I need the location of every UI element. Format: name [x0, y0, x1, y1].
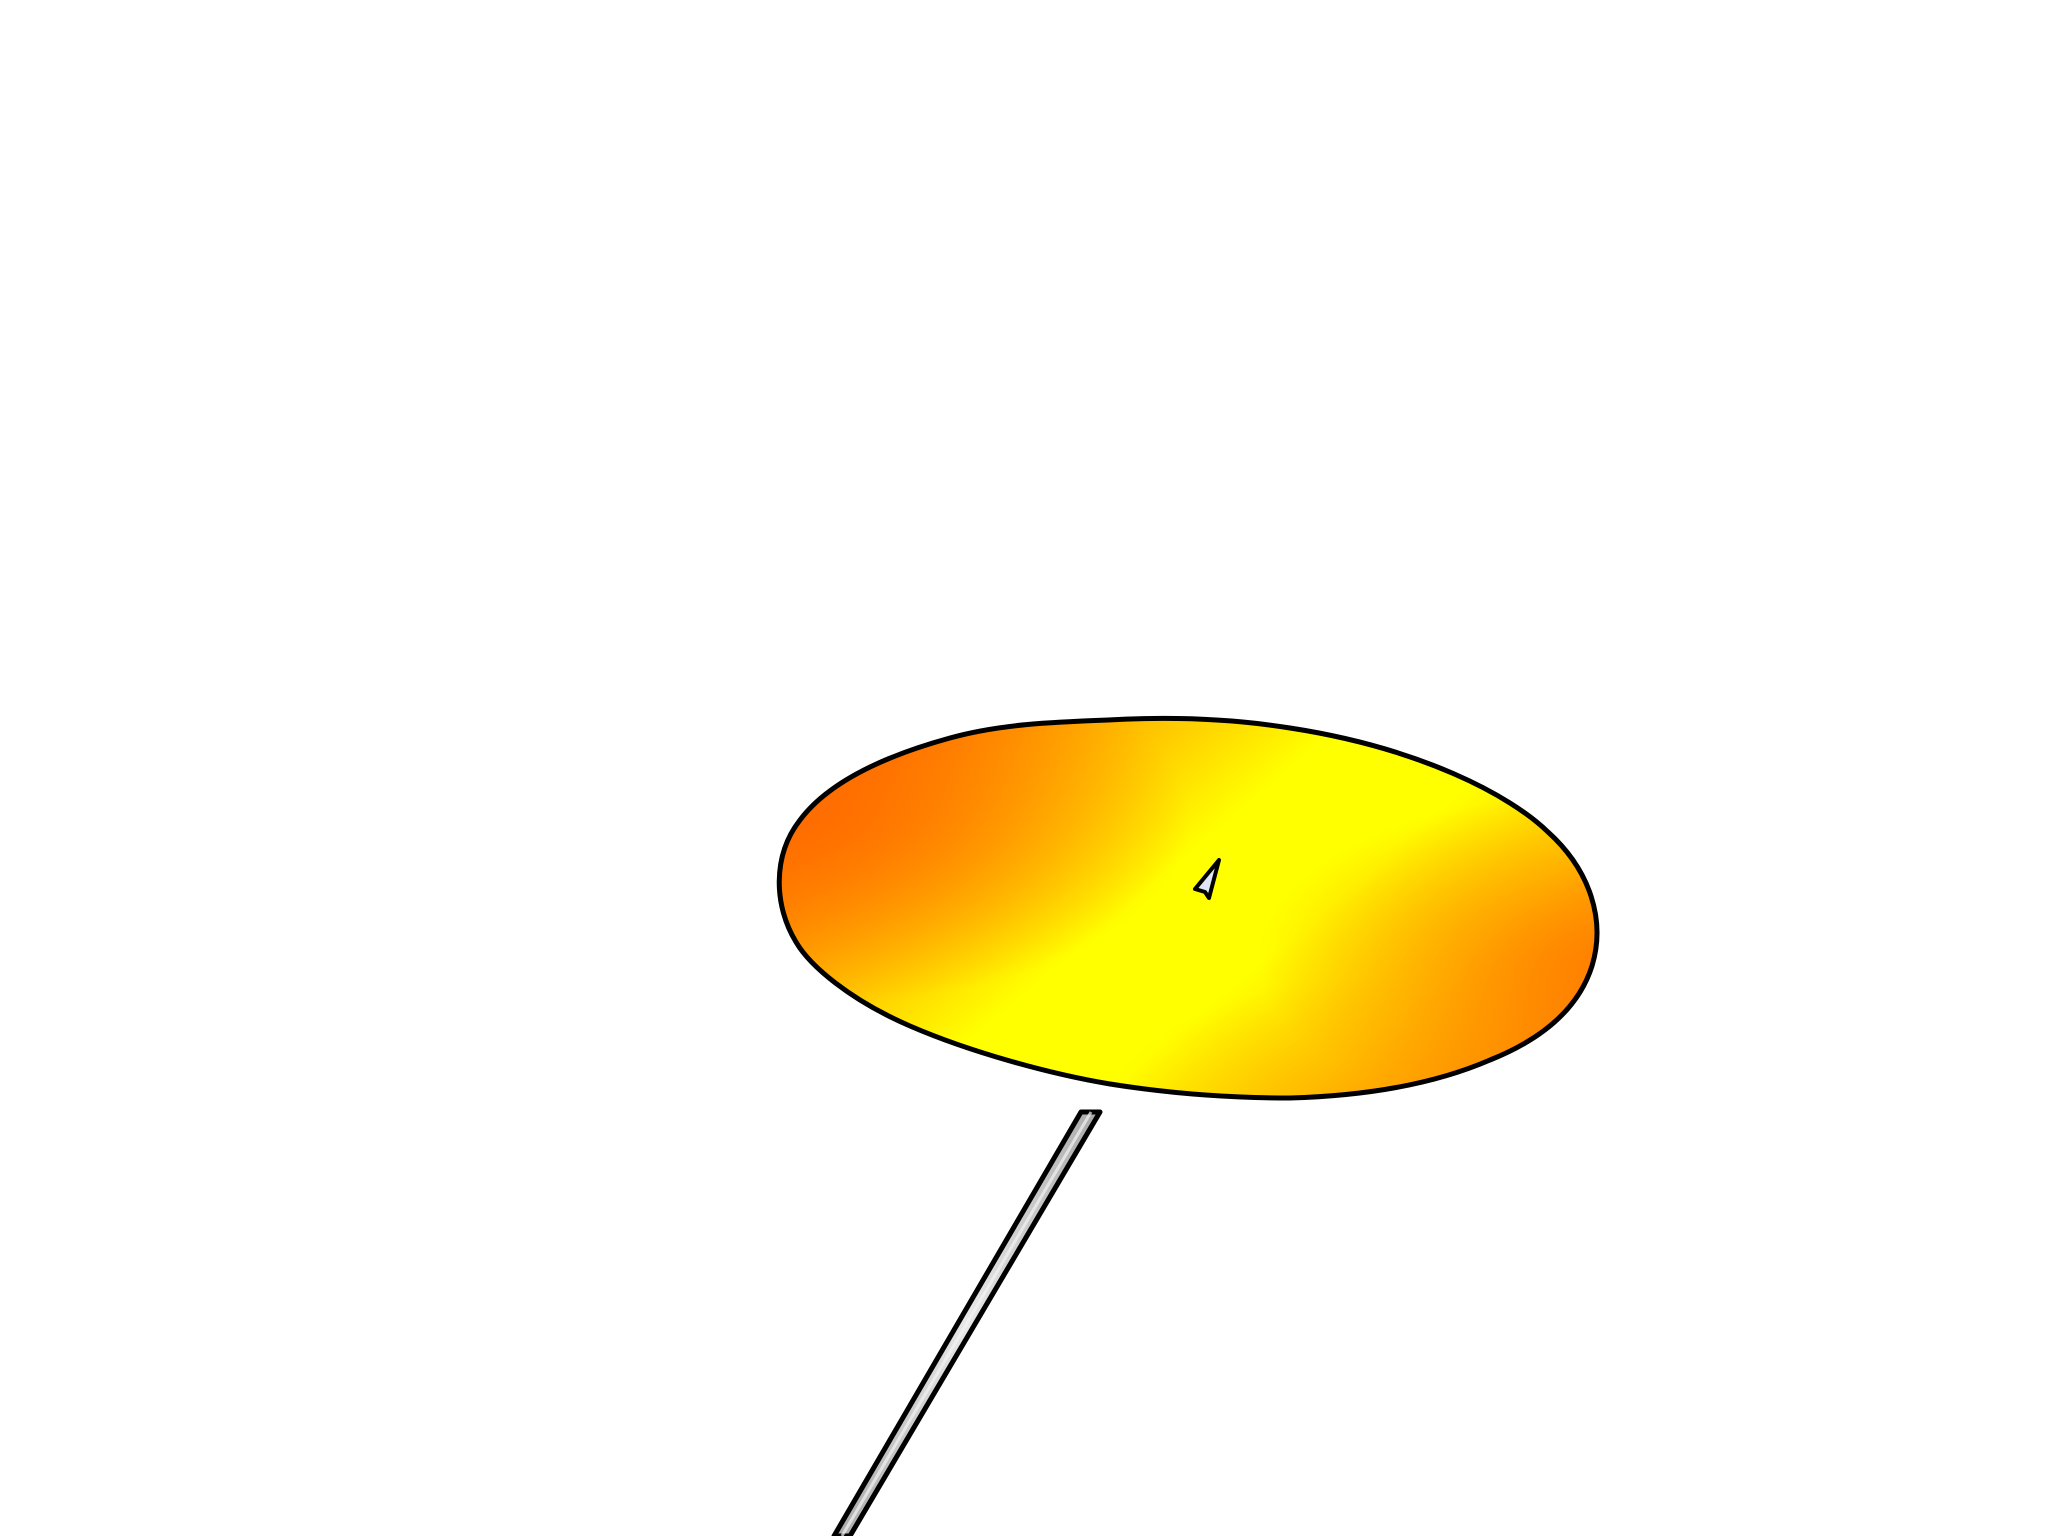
grey-stick: [831, 1109, 1103, 1536]
yellow-orange-disc: [776, 715, 1600, 1101]
cursor-arrow-icon: [1193, 858, 1221, 900]
